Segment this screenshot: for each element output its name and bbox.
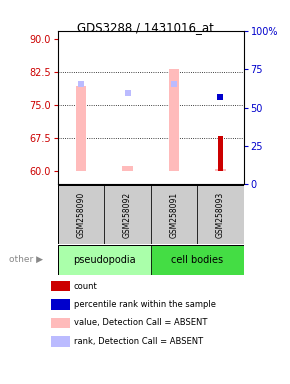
Bar xyxy=(218,136,223,171)
Bar xyxy=(151,245,244,275)
Bar xyxy=(151,185,197,244)
Bar xyxy=(169,70,179,171)
Text: rank, Detection Call = ABSENT: rank, Detection Call = ABSENT xyxy=(74,337,203,346)
Text: cell bodies: cell bodies xyxy=(171,255,223,265)
Text: GSM258092: GSM258092 xyxy=(123,192,132,238)
Text: count: count xyxy=(74,281,98,291)
Text: percentile rank within the sample: percentile rank within the sample xyxy=(74,300,216,309)
Text: GSM258091: GSM258091 xyxy=(169,192,179,238)
Bar xyxy=(58,245,151,275)
Bar xyxy=(76,86,86,171)
Bar xyxy=(58,185,104,244)
Text: GSM258093: GSM258093 xyxy=(216,192,225,238)
Text: pseudopodia: pseudopodia xyxy=(73,255,136,265)
Text: other ▶: other ▶ xyxy=(9,255,43,264)
Bar xyxy=(122,166,133,171)
Text: GDS3288 / 1431016_at: GDS3288 / 1431016_at xyxy=(77,21,213,34)
Bar xyxy=(215,169,226,171)
Bar xyxy=(197,185,244,244)
Bar xyxy=(104,185,151,244)
Text: GSM258090: GSM258090 xyxy=(77,192,86,238)
Text: value, Detection Call = ABSENT: value, Detection Call = ABSENT xyxy=(74,318,207,328)
